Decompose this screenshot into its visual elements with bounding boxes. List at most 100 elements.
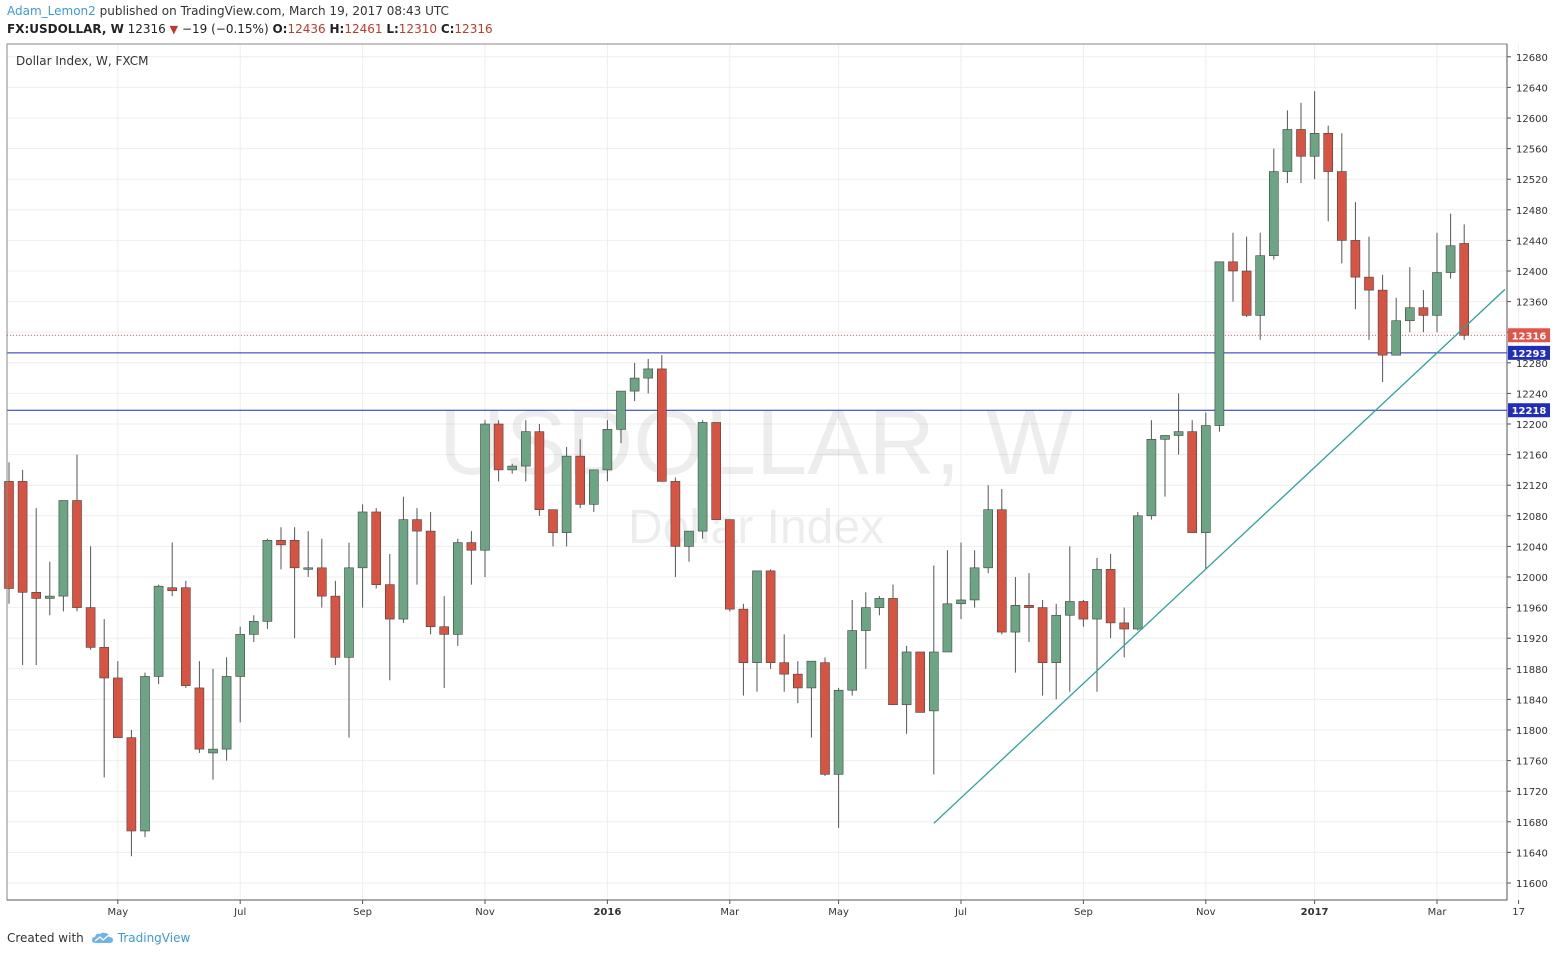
candle [575,439,586,509]
candle-body [1296,129,1306,157]
candle [99,619,109,778]
candle-body [439,626,450,635]
close-value: 12316 [454,22,493,36]
x-tick-label: Mar [720,907,740,918]
uptrend-line[interactable] [933,288,1506,824]
level-badge: 12293 [1512,349,1547,360]
candle-body [1010,605,1021,633]
candle-body [1037,607,1048,663]
candle [4,462,14,604]
candle [1105,554,1116,639]
time-axis[interactable]: May Jul Sep Nov 2016 Mar May Jul Sep Nov 2017 Mar 17 [107,900,1525,918]
y-tick-label: 12560 [1516,145,1548,156]
candle-body [711,422,722,520]
x-tick-label: Nov [1196,907,1216,918]
y-tick-label: 12000 [1516,573,1548,584]
candle-body [1051,614,1061,663]
trend-line[interactable] [933,288,1506,824]
candle [847,599,858,696]
candle-body [507,465,518,471]
candle-body [357,511,368,569]
candle-body [1105,569,1116,624]
candle-body [44,595,55,599]
candle [1078,599,1089,627]
candle-body [330,595,341,658]
candle-body [1146,438,1157,517]
candle [1228,232,1238,302]
candle [1405,267,1415,333]
high-value: 12461 [344,22,383,36]
candle-body [1201,425,1211,533]
candle-body [1133,515,1143,630]
price-badges: 12316 12293 12218 [1508,328,1550,418]
candle-body [17,481,28,593]
publication-bar: Adam_Lemon2 published on TradingView.com… [7,3,449,19]
candle [1269,148,1279,260]
x-tick-label: 2017 [1301,907,1329,918]
candle [1051,603,1061,700]
candle [1065,546,1075,692]
close-label: C: [440,22,455,36]
candle-body [1445,245,1456,273]
tradingview-link[interactable]: TradingView [117,931,191,945]
low-value: 12310 [398,22,437,36]
y-tick-label: 11640 [1516,848,1548,859]
y-tick-label: 12120 [1516,481,1548,492]
candle-body [1391,320,1401,356]
candle-body [765,570,776,663]
candle [44,561,55,616]
candle-body [996,509,1007,633]
horizontal-levels [7,334,1507,411]
price-axis[interactable]: 11600 11640 11680 11720 11760 11800 11840 11880… [1507,53,1548,890]
y-tick-label: 12640 [1516,83,1548,94]
x-tick-label: 17 [1512,907,1525,918]
candle [344,542,354,738]
candle [602,420,613,482]
tradingview-cloud-icon [91,932,113,943]
candle [820,657,830,776]
candle [724,519,735,612]
candle-body [58,500,69,597]
candle-body [1269,171,1279,257]
change-text: −19 (−0.15%) [181,22,269,36]
author-link[interactable]: Adam_Lemon2 [7,4,96,18]
candle [1337,133,1347,264]
candle [711,422,722,520]
candle-body [480,423,490,551]
x-tick-label: Nov [475,907,495,918]
candle [357,504,368,608]
candle-body [792,673,803,689]
candle-body [833,689,844,775]
y-tick-label: 11600 [1516,879,1548,890]
high-label: H: [329,22,345,36]
candle-body [1241,270,1252,316]
candle [670,477,681,577]
y-tick-label: 11760 [1516,757,1548,768]
created-with-text: Created with [7,931,84,945]
candle-body [113,677,123,738]
candle [17,469,28,665]
candle [874,596,885,616]
y-tick-label: 12160 [1516,451,1548,462]
candle [249,615,259,643]
candle-body [820,662,830,775]
candle [1459,224,1469,340]
candle [915,651,926,713]
candle [888,584,898,706]
candle [276,527,286,570]
y-tick-label: 11720 [1516,787,1548,798]
candle [371,508,382,589]
candle-body [1309,133,1320,157]
level-badge-bg [1508,403,1550,418]
candle [548,509,558,547]
candle [1282,110,1293,184]
candle-body [697,422,708,532]
candle [140,672,150,838]
candle [643,358,654,394]
candle-body [915,651,926,713]
y-tick-label: 12600 [1516,114,1548,125]
candle [1187,420,1197,533]
candle [398,496,409,623]
candle-body [126,737,137,832]
